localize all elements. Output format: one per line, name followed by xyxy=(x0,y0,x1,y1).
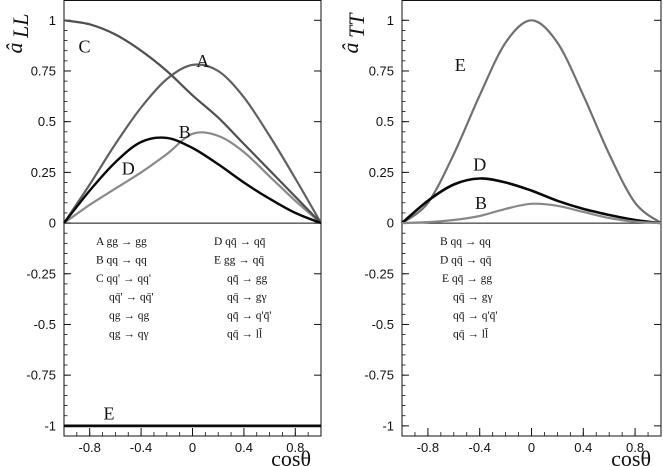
process-label: qq̄' → qq̄' xyxy=(109,292,153,304)
process-label: C qq' → qq' xyxy=(96,273,151,285)
curve-label-c: C xyxy=(79,37,91,57)
x-tick-label: 0.8 xyxy=(626,440,644,455)
process-label: qq̄ → gγ xyxy=(227,292,267,304)
x-tick-label: -0.4 xyxy=(468,440,490,455)
panel-a-ll: 1 0.75 0.5 0.25 0 -0.25 -0.5 -0.75 -1 -0.8 -0.4 0 0.… xyxy=(2,0,322,466)
y-tick-label: -0.5 xyxy=(34,317,56,332)
x-tick-label: 0.4 xyxy=(235,440,253,455)
series-line-b xyxy=(63,131,322,224)
curve-label-b: B xyxy=(475,193,487,213)
x-tick-label: -0.8 xyxy=(417,440,439,455)
process-label: qq̄ → ll̄ xyxy=(453,327,488,341)
y-axis-title-sub: TT xyxy=(344,12,369,38)
x-tick-label: 0 xyxy=(189,440,196,455)
series-line-d xyxy=(63,136,322,225)
y-tick-label: -0.25 xyxy=(364,266,394,281)
y-tick-label: 1 xyxy=(49,13,56,28)
y-tick-label: 0.5 xyxy=(376,114,394,129)
series-line-a xyxy=(63,63,322,224)
x-tick-label: 0.8 xyxy=(286,440,304,455)
process-label: qg → qγ xyxy=(109,329,149,341)
process-label: D qq̄ → qq̄ xyxy=(214,236,266,248)
process-label: D qq̄ → qq̄ xyxy=(440,255,492,267)
process-label: E qq̄ → gg xyxy=(442,273,492,285)
x-tick-label: -0.4 xyxy=(130,440,152,455)
process-label: B qq → qq xyxy=(440,236,491,248)
y-tick-label: -0.75 xyxy=(364,368,394,383)
y-axis-title-main: â xyxy=(338,43,363,54)
y-tick-label: -0.5 xyxy=(372,317,394,332)
panel-a-tt: 1 0.75 0.5 0.25 0 -0.25 -0.5 -0.75 -1 -0.8 -0.4 0 0.… xyxy=(338,0,662,466)
curve-label-b: B xyxy=(179,122,191,142)
x-tick-label: 0 xyxy=(528,440,535,455)
curve-label-d: D xyxy=(122,158,135,178)
y-tick-label: 0.25 xyxy=(31,165,56,180)
x-tick-label: 0.4 xyxy=(574,440,592,455)
series-line-d xyxy=(401,177,662,225)
series-line-c xyxy=(63,19,322,224)
x-axis-title: cosθ xyxy=(611,446,651,466)
process-label: qg → qg xyxy=(109,310,150,322)
curve-label-a: A xyxy=(196,51,209,71)
y-tick-label: -0.25 xyxy=(26,266,56,281)
y-tick-label: 0 xyxy=(49,216,56,231)
y-tick-label: -0.75 xyxy=(26,368,56,383)
y-tick-label: 0.75 xyxy=(369,63,394,78)
process-label: E gg → qq̄ xyxy=(214,255,264,267)
x-tick-label: -0.8 xyxy=(78,440,100,455)
y-axis-title-sub: LL xyxy=(8,14,33,39)
curve-label-d: D xyxy=(473,154,486,174)
y-tick-label: 0.75 xyxy=(31,63,56,78)
curve-label-e: E xyxy=(455,55,466,75)
process-label: qq̄ → q'q̄' xyxy=(453,310,497,322)
series-line-e xyxy=(401,19,662,224)
y-tick-label: -1 xyxy=(44,418,56,433)
process-label: qq̄ → q'q̄' xyxy=(227,310,271,322)
process-label: qq̄ → ll̄ xyxy=(227,327,262,341)
y-tick-label: 0.5 xyxy=(38,114,56,129)
y-axis-title-main: â xyxy=(2,43,27,54)
curve-label-e: E xyxy=(103,404,114,424)
series-line-b xyxy=(401,202,662,225)
process-label: A gg → gg xyxy=(96,236,147,248)
y-tick-label: 0.25 xyxy=(369,165,394,180)
process-label: qq̄ → gγ xyxy=(453,292,493,304)
process-label: B qq → qq xyxy=(96,255,147,267)
y-tick-label: 1 xyxy=(387,13,394,28)
y-axis-title: â LL xyxy=(2,14,33,54)
y-axis-title: â TT xyxy=(338,12,369,54)
process-label: qq̄ → gg xyxy=(227,273,268,285)
y-tick-label: 0 xyxy=(387,216,394,231)
x-axis-title: cosθ xyxy=(271,446,311,466)
y-tick-label: -1 xyxy=(382,418,394,433)
